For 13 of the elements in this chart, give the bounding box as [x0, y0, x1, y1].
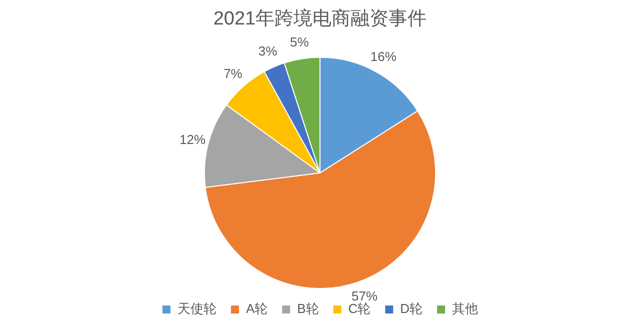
legend-label: C轮 [348, 301, 371, 316]
legend-label: A轮 [246, 301, 268, 316]
data-label: 12% [180, 132, 206, 147]
data-label: 3% [258, 44, 278, 59]
legend-label: D轮 [400, 301, 423, 316]
chart-title: 2021年跨境电商融资事件 [213, 8, 427, 30]
data-label: 7% [224, 66, 243, 81]
legend-label: 天使轮 [177, 301, 216, 316]
data-label: 5% [290, 34, 310, 50]
legend-label: 其他 [452, 301, 478, 316]
legend-label: B轮 [297, 301, 319, 316]
data-label: 57% [352, 288, 378, 304]
data-label: 16% [370, 49, 397, 64]
